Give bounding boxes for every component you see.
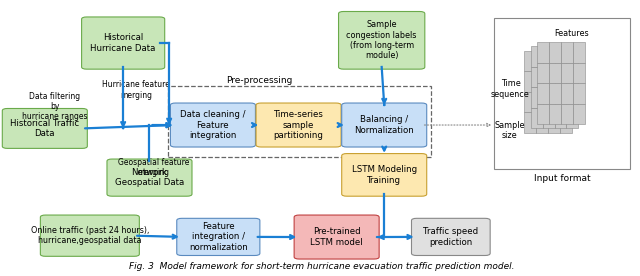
Bar — [536, 112, 548, 132]
Bar — [537, 43, 549, 63]
Text: Time-series
sample
partitioning: Time-series sample partitioning — [274, 110, 323, 140]
Bar — [573, 63, 585, 83]
Bar — [573, 43, 585, 63]
Bar — [548, 92, 560, 112]
FancyBboxPatch shape — [256, 103, 341, 147]
FancyBboxPatch shape — [342, 103, 427, 147]
Bar — [543, 87, 554, 108]
Text: Features: Features — [555, 29, 589, 38]
Text: Geospatial feature
merging: Geospatial feature merging — [118, 158, 189, 177]
FancyBboxPatch shape — [3, 108, 87, 148]
Bar — [548, 51, 560, 71]
Bar — [543, 67, 554, 87]
Bar — [554, 108, 566, 128]
Bar — [543, 108, 554, 128]
Bar — [531, 87, 543, 108]
Bar — [531, 108, 543, 128]
Text: Time
sequence: Time sequence — [491, 79, 530, 99]
Bar — [560, 92, 572, 112]
Bar — [549, 43, 561, 63]
Text: Historical Traffic
Data: Historical Traffic Data — [10, 119, 79, 138]
Bar — [561, 104, 573, 124]
Bar — [566, 46, 579, 67]
Text: Data filtering
by
hurricane ranges: Data filtering by hurricane ranges — [22, 92, 88, 121]
FancyBboxPatch shape — [339, 12, 425, 69]
Text: Data cleaning /
Feature
integration: Data cleaning / Feature integration — [180, 110, 246, 140]
FancyBboxPatch shape — [40, 215, 140, 256]
Bar — [548, 112, 560, 132]
Text: Input format: Input format — [534, 174, 591, 182]
Text: Historical
Hurricane Data: Historical Hurricane Data — [90, 33, 156, 53]
Bar — [560, 71, 572, 92]
FancyBboxPatch shape — [294, 215, 379, 259]
Bar — [566, 87, 579, 108]
Bar — [560, 112, 572, 132]
Bar — [549, 104, 561, 124]
FancyBboxPatch shape — [412, 218, 490, 256]
Bar — [531, 46, 543, 67]
Bar — [561, 43, 573, 63]
Bar — [566, 108, 579, 128]
Text: Traffic speed
prediction: Traffic speed prediction — [423, 227, 478, 247]
FancyBboxPatch shape — [177, 218, 260, 256]
Bar — [566, 67, 579, 87]
Bar — [549, 83, 561, 104]
FancyBboxPatch shape — [107, 159, 192, 196]
Bar — [554, 67, 566, 87]
Bar — [536, 92, 548, 112]
Text: Balancing /
Normalization: Balancing / Normalization — [355, 115, 414, 135]
Text: Fig. 3  Model framework for short-term hurricane evacuation traffic prediction m: Fig. 3 Model framework for short-term hu… — [129, 262, 514, 270]
Bar — [537, 83, 549, 104]
Text: Sample
size: Sample size — [495, 121, 525, 140]
Bar — [524, 71, 536, 92]
Bar — [573, 104, 585, 124]
Text: Pre-trained
LSTM model: Pre-trained LSTM model — [310, 227, 363, 247]
Bar — [554, 46, 566, 67]
Bar — [524, 51, 536, 71]
Text: Sample
congestion labels
(from long-term
module): Sample congestion labels (from long-term… — [346, 20, 417, 60]
FancyBboxPatch shape — [82, 17, 164, 69]
Bar — [524, 92, 536, 112]
Bar — [548, 71, 560, 92]
Text: Feature
integration /
normalization: Feature integration / normalization — [189, 222, 248, 252]
Bar — [561, 63, 573, 83]
Bar — [536, 71, 548, 92]
Bar — [554, 87, 566, 108]
Bar — [549, 63, 561, 83]
Bar — [543, 46, 554, 67]
Text: Online traffic (past 24 hours),
hurricane,geospatial data: Online traffic (past 24 hours), hurrican… — [31, 226, 149, 245]
Bar — [537, 63, 549, 83]
Bar — [536, 51, 548, 71]
Text: LSTM Modeling
Training: LSTM Modeling Training — [351, 165, 417, 185]
Bar — [531, 67, 543, 87]
Bar — [560, 51, 572, 71]
Bar — [573, 83, 585, 104]
Text: Network
Geospatial Data: Network Geospatial Data — [115, 168, 184, 187]
Bar — [537, 104, 549, 124]
FancyBboxPatch shape — [170, 103, 255, 147]
Bar — [524, 112, 536, 132]
FancyBboxPatch shape — [342, 153, 427, 196]
Text: Hurricane feature
merging: Hurricane feature merging — [102, 81, 170, 100]
Bar — [494, 18, 630, 169]
Bar — [561, 83, 573, 104]
Text: Pre-processing: Pre-processing — [227, 76, 292, 85]
